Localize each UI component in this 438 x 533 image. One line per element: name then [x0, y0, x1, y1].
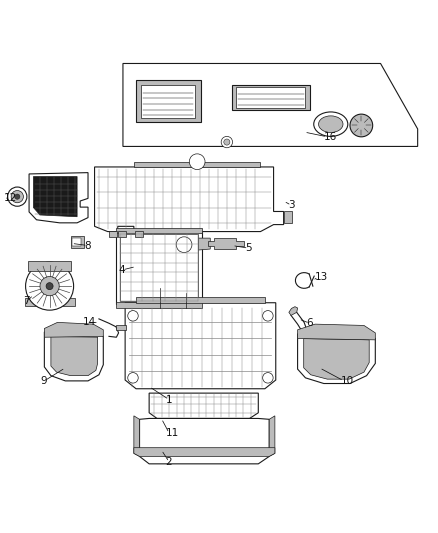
Text: 3: 3 [288, 200, 295, 211]
Bar [71, 236, 84, 248]
Polygon shape [284, 212, 292, 223]
Text: 8: 8 [85, 240, 91, 251]
Polygon shape [136, 297, 265, 303]
Text: 14: 14 [83, 317, 96, 327]
Circle shape [128, 311, 138, 321]
Bar [232, 85, 310, 110]
Circle shape [176, 237, 192, 253]
Bar [135, 231, 143, 237]
Text: 4: 4 [119, 265, 125, 275]
Bar [28, 261, 71, 271]
Circle shape [46, 282, 53, 289]
Text: 13: 13 [315, 272, 328, 282]
Bar [141, 85, 194, 118]
Circle shape [128, 373, 138, 383]
Text: 11: 11 [166, 429, 179, 438]
Polygon shape [297, 324, 375, 340]
Polygon shape [269, 416, 275, 456]
Bar [136, 79, 201, 123]
Text: 6: 6 [306, 318, 313, 328]
Bar [116, 325, 126, 330]
Ellipse shape [318, 116, 343, 133]
Polygon shape [140, 418, 269, 464]
Circle shape [40, 277, 59, 296]
Polygon shape [51, 336, 98, 376]
Ellipse shape [314, 112, 348, 136]
Polygon shape [44, 328, 103, 381]
Circle shape [263, 311, 273, 321]
Bar [237, 87, 305, 108]
Bar [118, 231, 126, 237]
Polygon shape [149, 393, 258, 418]
Circle shape [11, 190, 23, 203]
Bar [117, 302, 201, 308]
Circle shape [350, 114, 373, 137]
Polygon shape [134, 416, 140, 456]
Bar [109, 231, 117, 237]
Bar [117, 228, 201, 233]
Text: 16: 16 [324, 132, 337, 142]
Text: 9: 9 [41, 376, 47, 386]
Polygon shape [158, 238, 210, 251]
Circle shape [25, 262, 74, 310]
Polygon shape [208, 238, 244, 249]
Polygon shape [95, 167, 284, 231]
Text: 1: 1 [166, 394, 173, 405]
Circle shape [189, 154, 205, 169]
Polygon shape [125, 303, 276, 389]
Polygon shape [134, 161, 261, 167]
Text: 2: 2 [166, 457, 173, 467]
Polygon shape [33, 176, 77, 217]
Text: 12: 12 [4, 193, 17, 204]
Bar [25, 298, 75, 306]
Circle shape [221, 136, 233, 148]
Text: 5: 5 [245, 243, 252, 253]
Circle shape [8, 187, 27, 206]
Text: 7: 7 [23, 296, 30, 306]
Polygon shape [304, 338, 369, 379]
Bar [120, 234, 198, 301]
Polygon shape [44, 322, 103, 337]
Circle shape [263, 373, 273, 383]
Polygon shape [289, 306, 297, 316]
Polygon shape [134, 448, 275, 456]
Text: 10: 10 [340, 376, 353, 386]
Bar [72, 238, 81, 246]
Polygon shape [29, 173, 88, 223]
Circle shape [14, 194, 20, 199]
Polygon shape [123, 63, 418, 147]
Polygon shape [297, 328, 375, 384]
Bar [117, 231, 201, 304]
Circle shape [224, 139, 230, 145]
